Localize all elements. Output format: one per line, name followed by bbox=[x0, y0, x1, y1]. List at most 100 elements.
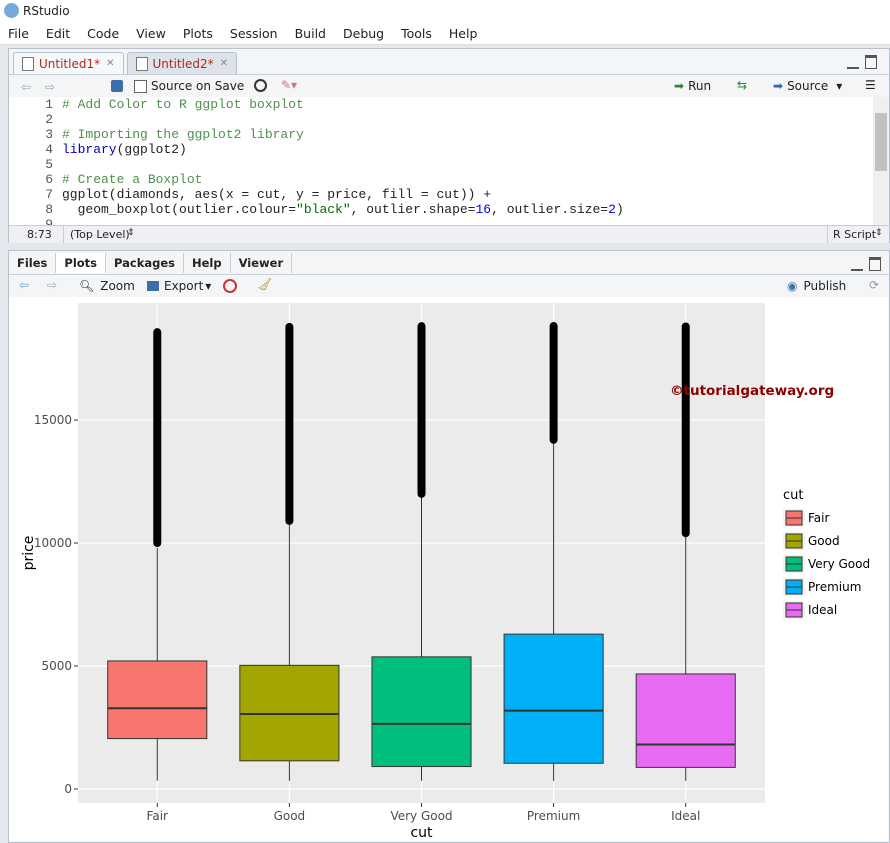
code-token: library bbox=[62, 142, 117, 157]
box bbox=[504, 634, 603, 763]
menu-bar: File Edit Code View Plots Session Build Debug To… bbox=[0, 22, 890, 45]
editor-pane: Untitled1*✕Untitled2*✕ ⇦ ⇨ Source on Sav… bbox=[8, 48, 890, 243]
code-token: geom_boxplot(outlier.colour= bbox=[62, 202, 296, 217]
remove-plot-button[interactable] bbox=[223, 279, 237, 293]
plots-toolbar: ⇦ ⇨ 🔍︎Zoom Export▾ 🧹︎ ◉Publish ⟳ bbox=[9, 274, 889, 298]
x-tick-label: Fair bbox=[147, 809, 168, 823]
editor-tab[interactable]: Untitled2*✕ bbox=[127, 52, 238, 74]
back-button[interactable]: ⇦ bbox=[21, 80, 35, 92]
legend-label: Good bbox=[808, 534, 840, 548]
menu-item[interactable]: View bbox=[136, 26, 166, 41]
next-plot-button[interactable]: ⇨ bbox=[47, 278, 57, 292]
app-icon bbox=[4, 3, 19, 18]
line-number: 2 bbox=[19, 112, 53, 127]
menu-item[interactable]: Edit bbox=[46, 26, 70, 41]
code-area: 1# Add Color to R ggplot boxplot23# Impo… bbox=[9, 97, 889, 225]
code-line: # Add Color to R ggplot boxplot bbox=[62, 97, 304, 112]
code-line: library(ggplot2) bbox=[62, 142, 187, 157]
close-tab-button[interactable]: ✕ bbox=[220, 58, 228, 69]
y-axis-title: price bbox=[21, 536, 37, 571]
code-line: # Importing the ggplot2 library bbox=[62, 127, 304, 142]
pane-tab[interactable]: Files bbox=[9, 253, 56, 273]
line-number: 4 bbox=[19, 142, 53, 157]
scope[interactable]: (Top Level) bbox=[70, 228, 130, 241]
file-type-arrow[interactable]: ⇕ bbox=[875, 228, 883, 238]
source-button[interactable]: ➡Source▾ bbox=[773, 79, 842, 93]
line-number: 7 bbox=[19, 187, 53, 202]
search-button[interactable] bbox=[254, 79, 267, 92]
pane-tab[interactable]: Help bbox=[184, 253, 231, 273]
run-label: Run bbox=[688, 79, 711, 93]
source-on-save[interactable]: Source on Save bbox=[134, 79, 244, 93]
code-token: "black" bbox=[296, 202, 351, 217]
editor-toolbar: ⇦ ⇨ Source on Save ✎▾ ➡Run ⇆ ➡Source▾ ☰ bbox=[9, 74, 889, 99]
line-number: 9 bbox=[19, 217, 53, 225]
maximize-button[interactable] bbox=[869, 257, 881, 271]
tab-label: Untitled1* bbox=[39, 57, 100, 71]
code-token: , outlier.shape= bbox=[351, 202, 476, 217]
scope-arrow[interactable]: ⇕ bbox=[127, 228, 135, 238]
menu-item[interactable]: Build bbox=[295, 26, 326, 41]
close-tab-button[interactable]: ✕ bbox=[106, 58, 114, 69]
menu-item[interactable]: Tools bbox=[401, 26, 432, 41]
export-button[interactable]: Export▾ bbox=[147, 279, 211, 293]
scroll-thumb[interactable] bbox=[875, 113, 887, 171]
watermark: ©tutorialgateway.org bbox=[670, 383, 834, 399]
code-token: 2 bbox=[608, 202, 616, 217]
code-line: geom_boxplot(outlier.colour="black", out… bbox=[62, 202, 624, 217]
prev-plot-button[interactable]: ⇦ bbox=[19, 278, 29, 292]
plot-canvas: 050001000015000FairGoodVery GoodPremiumI… bbox=[9, 297, 888, 841]
menu-item[interactable]: File bbox=[8, 26, 29, 41]
publish-button[interactable]: ◉Publish bbox=[787, 279, 846, 293]
outline-button[interactable]: ☰ bbox=[865, 78, 876, 92]
menu-item[interactable]: Code bbox=[87, 26, 119, 41]
menu-item[interactable]: Session bbox=[230, 26, 278, 41]
source-on-save-label: Source on Save bbox=[151, 79, 244, 93]
code-token: ) bbox=[616, 202, 624, 217]
line-number: 8 bbox=[19, 202, 53, 217]
editor-tab[interactable]: Untitled1* ✕ bbox=[13, 52, 124, 74]
menu-item[interactable]: Plots bbox=[183, 26, 213, 41]
code-token: # Importing the ggplot2 library bbox=[62, 127, 304, 142]
y-tick-label: 15000 bbox=[34, 413, 72, 427]
box bbox=[372, 657, 471, 767]
y-tick-label: 5000 bbox=[41, 659, 72, 673]
file-icon bbox=[22, 57, 34, 71]
editor-tabs: Untitled1*✕Untitled2*✕ bbox=[13, 52, 240, 74]
code-token: 16 bbox=[475, 202, 491, 217]
legend-title: cut bbox=[783, 488, 803, 503]
wand-button[interactable]: ✎▾ bbox=[281, 78, 297, 92]
minimize-button[interactable] bbox=[847, 57, 859, 69]
refresh-button[interactable]: ⟳ bbox=[869, 278, 879, 292]
pane-tab[interactable]: Plots bbox=[56, 253, 106, 273]
publish-label: Publish bbox=[803, 279, 846, 293]
clear-plots-button[interactable]: 🧹︎ bbox=[257, 277, 272, 291]
code-token: , outlier.size= bbox=[491, 202, 608, 217]
code-token: ggplot(diamonds, aes(x = cut, y = price,… bbox=[62, 187, 491, 202]
code-lines: 1# Add Color to R ggplot boxplot23# Impo… bbox=[9, 97, 873, 225]
menu-item[interactable]: Help bbox=[449, 26, 478, 41]
forward-button[interactable]: ⇨ bbox=[45, 80, 59, 92]
x-tick-label: Premium bbox=[527, 809, 580, 823]
legend-label: Fair bbox=[808, 511, 829, 525]
rerun-button[interactable]: ⇆ bbox=[737, 78, 747, 92]
minimize-button[interactable] bbox=[851, 259, 863, 271]
checkbox[interactable] bbox=[134, 80, 147, 93]
code-line: # Create a Boxplot bbox=[62, 172, 202, 187]
pane-tab[interactable]: Viewer bbox=[231, 253, 293, 273]
maximize-button[interactable] bbox=[865, 55, 877, 69]
line-number: 3 bbox=[19, 127, 53, 142]
export-label: Export bbox=[164, 279, 203, 293]
pane-tab[interactable]: Packages bbox=[106, 253, 184, 273]
zoom-label: Zoom bbox=[100, 279, 135, 293]
save-button[interactable] bbox=[111, 80, 123, 92]
run-button[interactable]: ➡Run bbox=[674, 79, 711, 93]
zoom-button[interactable]: 🔍︎Zoom bbox=[79, 279, 135, 293]
legend-label: Very Good bbox=[808, 557, 870, 571]
file-type[interactable]: R Script bbox=[833, 228, 876, 241]
x-axis-title: cut bbox=[410, 825, 433, 841]
scrollbar[interactable] bbox=[873, 97, 889, 225]
menu-item[interactable]: Debug bbox=[343, 26, 384, 41]
source-label: Source bbox=[787, 79, 828, 93]
